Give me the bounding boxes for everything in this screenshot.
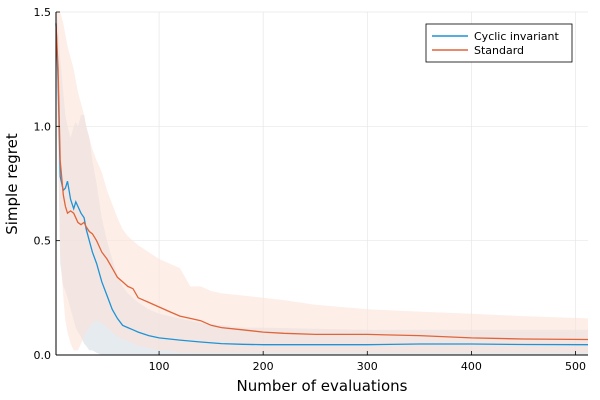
legend: Cyclic invariant Standard xyxy=(425,23,573,63)
legend-label-cyclic-invariant: Cyclic invariant xyxy=(474,30,559,43)
y-axis-label: Simple regret xyxy=(3,133,21,235)
series-lines xyxy=(55,23,589,346)
grid xyxy=(56,11,588,355)
y-tick-label-0: 0.0 xyxy=(34,349,52,362)
x-tick-label-0: 100 xyxy=(149,360,170,373)
legend-box xyxy=(425,23,573,63)
x-tick-label-3: 400 xyxy=(461,360,482,373)
series-line-standard xyxy=(55,23,589,341)
legend-label-standard: Standard xyxy=(474,44,524,57)
x-ticks: 100 200 300 400 500 xyxy=(149,351,586,373)
band-standard xyxy=(56,12,588,353)
y-tick-label-2: 1.0 xyxy=(34,120,52,133)
y-tick-label-1: 0.5 xyxy=(34,235,52,248)
axes xyxy=(55,12,588,356)
confidence-bands xyxy=(56,12,588,355)
x-tick-label-1: 200 xyxy=(253,360,274,373)
series-line-cyclic-invariant xyxy=(55,23,589,346)
x-tick-label-4: 500 xyxy=(565,360,586,373)
x-tick-label-2: 300 xyxy=(357,360,378,373)
y-tick-label-3: 1.5 xyxy=(34,6,52,19)
y-ticks: 0.0 0.5 1.0 1.5 xyxy=(34,6,60,362)
x-axis-label: Number of evaluations xyxy=(237,377,408,395)
